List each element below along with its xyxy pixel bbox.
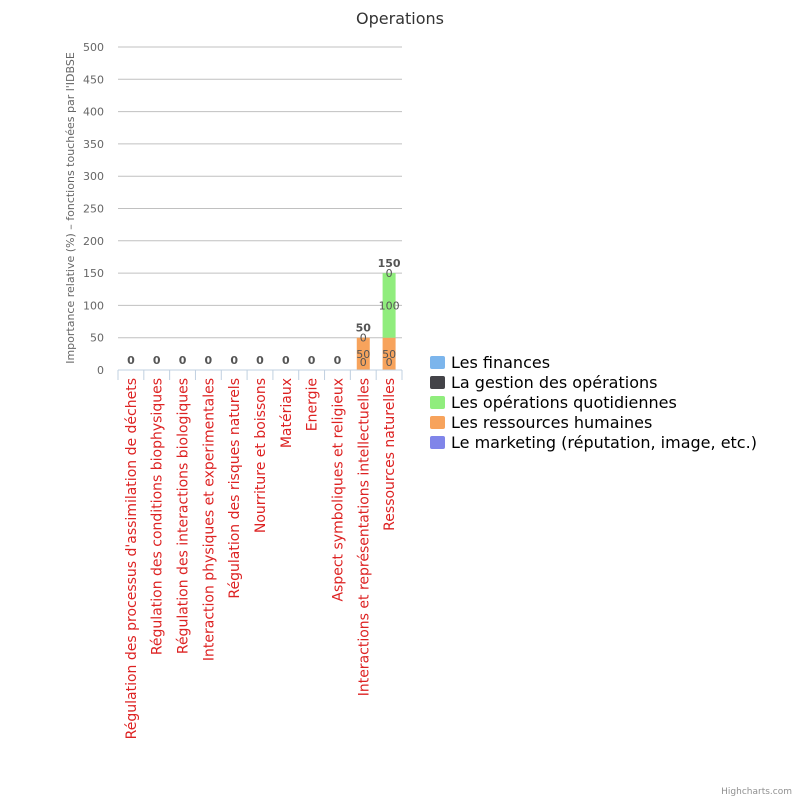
legend-item[interactable]: La gestion des opérations	[430, 373, 657, 392]
x-tick-label: Matériaux	[279, 378, 295, 448]
segment-label: 50	[382, 348, 396, 361]
legend-label: La gestion des opérations	[451, 373, 657, 392]
x-tick-label: Régulation des risques naturels	[227, 378, 243, 599]
legend-swatch	[430, 416, 445, 429]
x-tick-label: Nourriture et boissons	[253, 378, 269, 533]
y-tick-label: 350	[83, 138, 104, 151]
legend-swatch	[430, 376, 445, 389]
x-tick-label: Aspect symboliques et religieux	[330, 378, 346, 602]
bar-segment	[382, 273, 396, 338]
legend-item[interactable]: Les ressources humaines	[430, 413, 652, 432]
y-tick-label: 150	[83, 267, 104, 280]
x-tick-label: Interaction physiques et experimentales	[201, 378, 217, 661]
y-tick-label: 300	[83, 170, 104, 183]
stack-total-label: 0	[153, 354, 161, 367]
legend-label: Les finances	[451, 353, 550, 372]
y-tick-label: 500	[83, 41, 104, 54]
x-tick-label: Ressources naturelles	[382, 378, 398, 531]
legend-item[interactable]: Le marketing (réputation, image, etc.)	[430, 433, 757, 452]
legend-label: Les opérations quotidiennes	[451, 393, 677, 412]
y-axis-title: Importance relative (%) – fonctions touc…	[64, 52, 77, 364]
segment-label: 50	[356, 348, 370, 361]
y-tick-label: 450	[83, 73, 104, 86]
y-tick-label: 0	[97, 364, 104, 377]
stack-total-label: 0	[205, 354, 213, 367]
credits-link[interactable]: Highcharts.com	[721, 787, 792, 797]
x-tick-label: Régulation des processus d'assimilation …	[124, 378, 140, 739]
legend-swatch	[430, 396, 445, 409]
x-tick-label: Régulation des conditions biophysiques	[150, 378, 166, 655]
legend-label: Les ressources humaines	[451, 413, 652, 432]
x-tick-label: Interactions et représentations intellec…	[356, 378, 372, 696]
stack-total-label: 0	[179, 354, 187, 367]
legend-label: Le marketing (réputation, image, etc.)	[451, 433, 757, 452]
stack-total-label: 0	[127, 354, 135, 367]
stack-total-label: 0	[308, 354, 316, 367]
y-axis-ticks: 0 50 100 150 200 250 300 350 400 450 500	[83, 41, 104, 377]
y-tick-label: 100	[83, 299, 104, 312]
x-tick-label: Energie	[305, 378, 321, 431]
segment-label: 0	[386, 267, 393, 280]
segment-label: 0	[360, 356, 367, 369]
stack-total-label: 0	[230, 354, 238, 367]
segment-label: 100	[379, 299, 400, 312]
bar-segment	[382, 337, 396, 370]
stack-total-label: 150	[378, 257, 401, 270]
segment-label: 0	[360, 332, 367, 345]
legend-item[interactable]: Les opérations quotidiennes	[430, 393, 677, 412]
y-tick-label: 200	[83, 235, 104, 248]
x-axis-ticks: Régulation des processus d'assimilation …	[117, 370, 403, 739]
y-tick-label: 250	[83, 203, 104, 216]
stack-total-label: 0	[334, 354, 342, 367]
stack-total-label: 0	[256, 354, 264, 367]
legend-item[interactable]: Les finances	[430, 353, 550, 372]
segment-label: 0	[386, 356, 393, 369]
legend-swatch	[430, 356, 445, 369]
stack-total-label: 0	[282, 354, 290, 367]
bar-segment	[356, 337, 370, 370]
gridlines	[118, 46, 402, 339]
y-tick-label: 50	[90, 332, 104, 345]
chart-title: Operations	[356, 9, 444, 28]
x-tick-label: Régulation des interactions biologiques	[176, 378, 192, 654]
legend-swatch	[430, 436, 445, 449]
stack-total-label: 50	[356, 322, 372, 335]
y-tick-label: 400	[83, 106, 104, 119]
